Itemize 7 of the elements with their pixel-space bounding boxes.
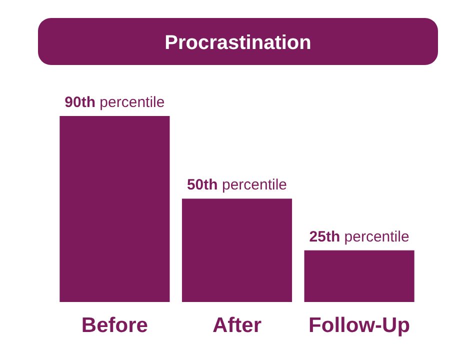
chart-title: Procrastination [164,32,312,54]
data-label: 90th percentile [64,94,165,111]
x-tick-label: Before [81,314,148,337]
x-tick-label: Follow-Up [308,314,410,337]
data-label: 50th percentile [186,176,288,194]
x-tick-label: After [212,314,262,337]
data-label: 25th percentile [309,228,410,246]
